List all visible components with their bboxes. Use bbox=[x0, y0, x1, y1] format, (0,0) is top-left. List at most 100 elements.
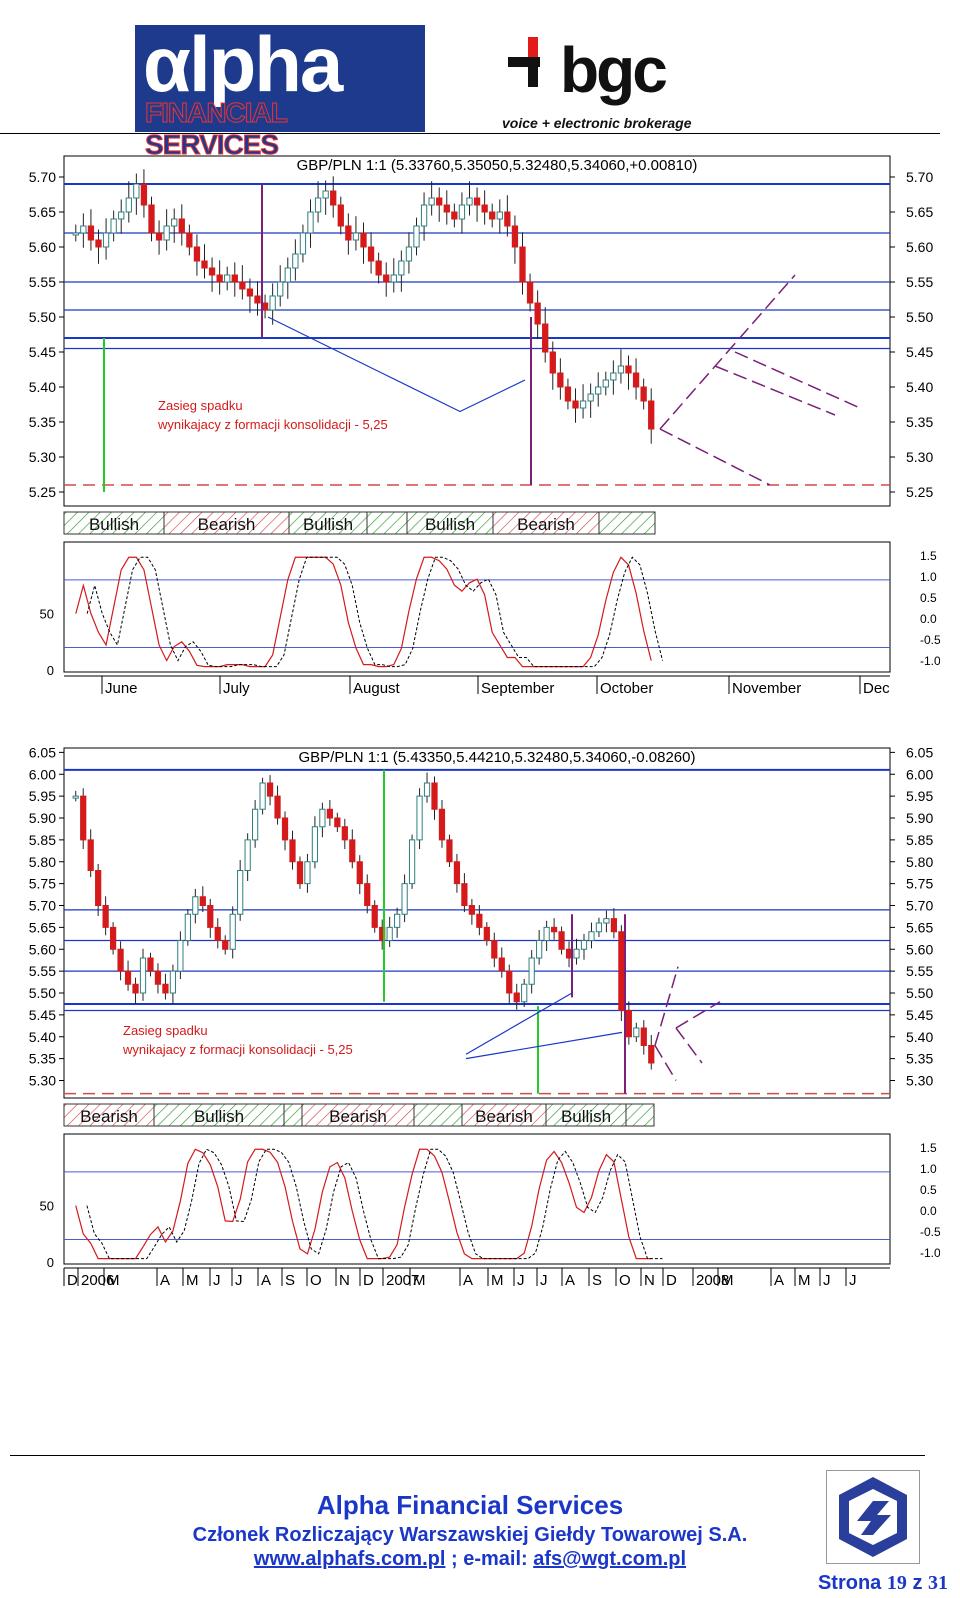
osc-label-right: -0.5 bbox=[920, 1225, 940, 1239]
y-tick-label-left: 5.40 bbox=[29, 379, 56, 395]
y-tick-label-right: 5.65 bbox=[906, 919, 933, 935]
x-tick-label: M bbox=[413, 1272, 426, 1289]
candle-body bbox=[274, 795, 281, 819]
y-tick-label-left: 5.60 bbox=[29, 941, 56, 957]
candle-body bbox=[289, 839, 296, 863]
candle-body bbox=[102, 232, 110, 248]
y-tick-label-left: 5.35 bbox=[29, 1051, 56, 1067]
candle-body bbox=[394, 913, 401, 928]
x-tick-label: October bbox=[600, 680, 653, 697]
bgc-logo: bgc voice + electronic brokerage bbox=[500, 25, 720, 135]
candle-body bbox=[498, 957, 505, 972]
candle-body bbox=[436, 197, 443, 206]
y-tick-label-right: 5.25 bbox=[906, 484, 933, 500]
y-tick-label-left: 5.65 bbox=[29, 204, 56, 220]
projection-dashed-line bbox=[675, 1027, 703, 1064]
oscillator-panel-frame bbox=[63, 541, 891, 673]
candle-body bbox=[277, 281, 284, 297]
candle-body bbox=[401, 883, 408, 915]
candle-body bbox=[252, 808, 259, 841]
candle-body bbox=[155, 232, 163, 241]
x-tick-label: A bbox=[261, 1272, 271, 1289]
osc-label-left: 50 bbox=[40, 1199, 54, 1214]
candle-body bbox=[244, 839, 251, 871]
candle-body bbox=[602, 379, 609, 388]
annotation-line-2: wynikajacy z formacji konsolidacji - 5,2… bbox=[157, 417, 388, 432]
candle-body bbox=[610, 372, 617, 381]
x-tick-label: M bbox=[491, 1272, 504, 1289]
trend-band: Bearish bbox=[163, 511, 290, 535]
candle-body bbox=[648, 1045, 655, 1064]
y-tick-label-left: 5.40 bbox=[29, 1029, 56, 1045]
candle-body bbox=[299, 232, 307, 255]
candle-body bbox=[513, 992, 520, 1003]
candle-body bbox=[109, 926, 117, 950]
y-tick-label-left: 5.25 bbox=[29, 484, 56, 500]
candle-body bbox=[386, 926, 393, 941]
oscillator-panel-frame bbox=[63, 1133, 891, 1265]
bgc-tagline: voice + electronic brokerage bbox=[502, 115, 692, 131]
candle-body bbox=[367, 246, 375, 262]
annotation-line-2: wynikajacy z formacji konsolidacji - 5,2… bbox=[122, 1042, 353, 1057]
trend-band bbox=[283, 1103, 303, 1127]
y-tick-label-right: 5.70 bbox=[906, 169, 933, 185]
candle-body bbox=[588, 931, 595, 941]
candle-body bbox=[222, 940, 229, 950]
candle-body bbox=[80, 795, 87, 841]
projection-dashed-line bbox=[659, 428, 771, 486]
candle-body bbox=[431, 782, 438, 810]
y-tick-label-left: 5.85 bbox=[29, 832, 56, 848]
y-tick-label-left: 5.30 bbox=[29, 449, 56, 465]
chart-gbppln-weekly: GBP/PLN 1:1 (5.43350,5.44210,5.32480,5.3… bbox=[29, 744, 940, 1289]
y-tick-label-right: 5.65 bbox=[906, 204, 933, 220]
oscillator-d-line bbox=[86, 1148, 663, 1260]
trend-band bbox=[366, 511, 408, 535]
projection-dashed-line bbox=[734, 351, 861, 409]
candle-body bbox=[476, 913, 483, 928]
trend-band: Bullish bbox=[153, 1103, 285, 1127]
candle-body bbox=[408, 839, 416, 885]
candle-body bbox=[542, 323, 549, 353]
candle-body bbox=[428, 197, 435, 206]
candle-body bbox=[330, 190, 337, 206]
candle-body bbox=[416, 795, 423, 841]
candle-body bbox=[564, 386, 572, 402]
candle-body bbox=[224, 274, 231, 283]
y-tick-label-right: 5.80 bbox=[906, 854, 933, 870]
y-tick-label-left: 5.65 bbox=[29, 919, 56, 935]
candle-body bbox=[496, 211, 503, 220]
candle-body bbox=[375, 260, 382, 276]
website-link[interactable]: www.alphafs.com.pl bbox=[253, 1548, 446, 1570]
x-tick-label: M bbox=[186, 1272, 199, 1289]
band-box bbox=[283, 1103, 303, 1127]
x-tick-label: J bbox=[213, 1272, 221, 1289]
candle-body bbox=[349, 839, 356, 863]
y-tick-label-left: 5.45 bbox=[29, 1007, 56, 1023]
trend-band: Bearish bbox=[301, 1103, 415, 1127]
trend-band: Bearish bbox=[492, 511, 600, 535]
osc-label-right: 1.5 bbox=[920, 549, 937, 563]
page-total: 31 bbox=[928, 1572, 948, 1594]
candle-body bbox=[186, 232, 193, 248]
candle-body bbox=[184, 913, 191, 941]
candle-body bbox=[133, 183, 140, 199]
candle-body bbox=[610, 918, 618, 933]
candle-body bbox=[314, 197, 322, 213]
candle-body bbox=[140, 183, 148, 206]
candle-body bbox=[438, 808, 446, 841]
candle-body bbox=[139, 957, 147, 994]
email-link[interactable]: afs@wgt.com.pl bbox=[533, 1548, 687, 1570]
candle-body bbox=[491, 940, 498, 959]
candle-body bbox=[580, 940, 588, 950]
candle-body bbox=[536, 940, 543, 959]
x-tick-label: M bbox=[107, 1272, 120, 1289]
candle-body bbox=[281, 817, 289, 841]
candle-body bbox=[326, 808, 333, 819]
x-tick-label: M bbox=[721, 1272, 734, 1289]
y-tick-label-left: 5.45 bbox=[29, 344, 56, 360]
chart-gbppln-daily: GBP/PLN 1:1 (5.33760,5.35050,5.32480,5.3… bbox=[29, 155, 940, 697]
bgc-logo-text: bgc bbox=[560, 34, 668, 106]
projection-dashed-line bbox=[659, 274, 796, 430]
candle-body bbox=[364, 883, 371, 906]
bgc-cross-icon bbox=[508, 37, 540, 87]
